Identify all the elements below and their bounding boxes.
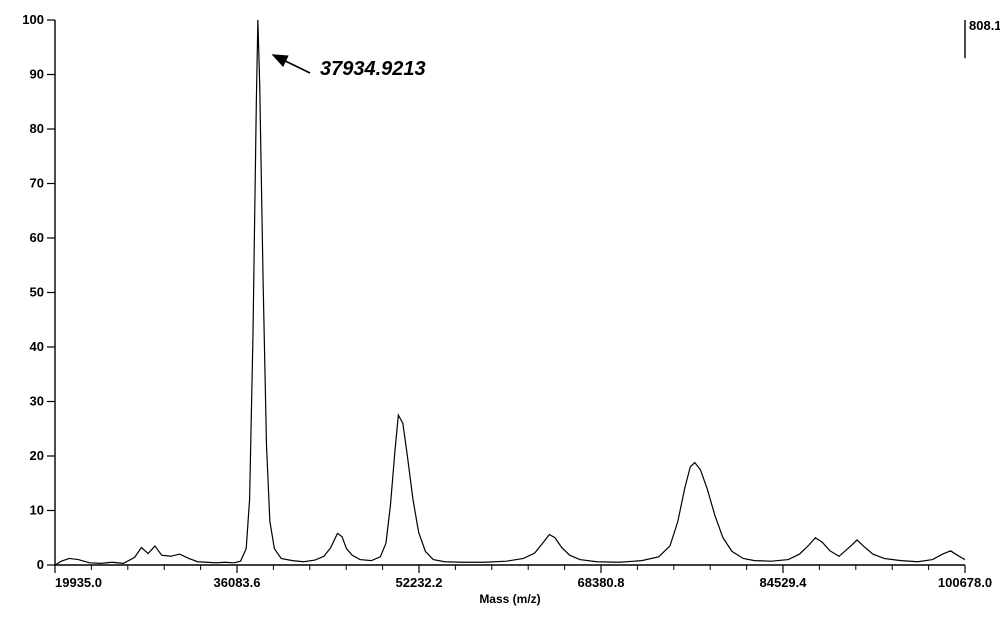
spectrum-chart: 0 10 20 30 40 50 60 70 80 90 100 19935.0 36083.6 5223…: [0, 0, 1000, 625]
y-tick-label: 70: [30, 176, 44, 191]
y-tick-label: 50: [30, 285, 44, 300]
spectrum-svg: 0 10 20 30 40 50 60 70 80 90 100 19935.0 36083.6 5223…: [0, 0, 1000, 625]
y-tick-label: 100: [22, 12, 44, 27]
y-tick-label: 10: [30, 503, 44, 518]
y-tick-label: 40: [30, 339, 44, 354]
x-tick-label: 36083.6: [214, 575, 261, 590]
y-tick-label: 80: [30, 121, 44, 136]
y-tick-label: 90: [30, 67, 44, 82]
x-tick-label: 100678.0: [938, 575, 992, 590]
x-tick-label: 68380.8: [578, 575, 625, 590]
y-tick-label: 20: [30, 448, 44, 463]
y-tick-label: 0: [37, 557, 44, 572]
x-tick-label: 52232.2: [396, 575, 443, 590]
x-tick-label: 19935.0: [55, 575, 102, 590]
peak-annotation: 37934.9213: [320, 58, 426, 80]
x-axis-label: Mass (m/z): [479, 592, 540, 606]
x-tick-label: 84529.4: [760, 575, 808, 590]
y-tick-label: 30: [30, 394, 44, 409]
right-marker-value: 808.1: [969, 18, 1000, 33]
y-tick-label: 60: [30, 230, 44, 245]
